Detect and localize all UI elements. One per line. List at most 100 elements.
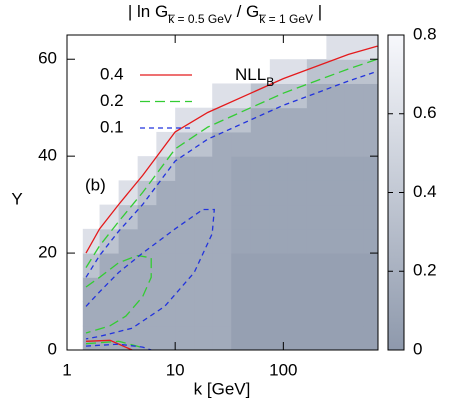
annotation: NLLB xyxy=(235,65,274,89)
heatmap-cell xyxy=(287,277,308,303)
heatmap-cell xyxy=(344,59,364,84)
heatmap-cell xyxy=(269,325,289,350)
heatmap-cell xyxy=(194,204,213,230)
heatmap-cell xyxy=(175,107,195,133)
x-axis-label: k [GeV] xyxy=(194,379,251,398)
heatmap-cell xyxy=(250,180,271,206)
heatmap-cell xyxy=(344,180,364,206)
heatmap-cell xyxy=(231,325,252,350)
heatmap-cell xyxy=(137,228,157,254)
heatmap-cell xyxy=(231,107,252,133)
heatmap-cell xyxy=(118,204,139,230)
heatmap-cell xyxy=(344,325,364,350)
heatmap-cell xyxy=(363,59,378,84)
heatmap-cell xyxy=(363,83,378,109)
heatmap-cell xyxy=(306,277,327,303)
heatmap-cell xyxy=(231,253,252,278)
heatmap-cell xyxy=(363,107,378,133)
heatmap-cell xyxy=(231,277,252,303)
colorbar-tick-label: 0.8 xyxy=(413,24,437,43)
heatmap-cell xyxy=(250,83,271,109)
plot-frame xyxy=(66,34,379,351)
legend-label: 0.4 xyxy=(100,64,124,83)
heatmap-cell xyxy=(344,131,364,157)
heatmap-cell xyxy=(250,131,271,157)
heatmap-cell xyxy=(363,325,378,350)
heatmap-cell xyxy=(212,301,232,327)
heatmap-cell xyxy=(363,204,378,230)
heatmap-cell xyxy=(212,131,232,157)
heatmap-cell xyxy=(175,131,195,157)
heatmap-cell xyxy=(156,204,176,230)
y-tick-label: 20 xyxy=(38,243,57,262)
heatmap-cell xyxy=(344,228,364,254)
heatmap-cell xyxy=(287,204,308,230)
heatmap-cell xyxy=(363,301,378,327)
heatmap-cell xyxy=(99,301,120,327)
heatmap-cell xyxy=(212,83,232,109)
heatmap-cell xyxy=(306,204,327,230)
heatmap-cell xyxy=(287,301,308,327)
heatmap-cell xyxy=(99,277,120,303)
heatmap-cell xyxy=(194,180,213,206)
heatmap-cell xyxy=(287,59,308,84)
heatmap-cell xyxy=(269,180,289,206)
heatmap-cell xyxy=(363,180,378,206)
heatmap-cell xyxy=(194,277,213,303)
heatmap-cell xyxy=(326,59,346,84)
heatmap-cell xyxy=(231,131,252,157)
heatmap-cell xyxy=(212,228,232,254)
heatmap-cell xyxy=(99,253,120,278)
x-tick-label: 10 xyxy=(166,360,185,379)
heatmap-cell xyxy=(156,325,176,350)
heatmap-cell xyxy=(212,204,232,230)
heatmap-cell xyxy=(156,277,176,303)
heatmap-cell xyxy=(175,156,195,181)
heatmap-cell xyxy=(306,156,327,181)
heatmap-cell xyxy=(231,228,252,254)
heatmap-cell xyxy=(156,228,176,254)
contour-line xyxy=(85,45,378,350)
heatmap-cell xyxy=(326,325,346,350)
heatmap-cell xyxy=(326,107,346,133)
heatmap-cell xyxy=(231,204,252,230)
heatmap-cell xyxy=(287,253,308,278)
heatmap-cell xyxy=(175,204,195,230)
colorbar-tick-label: 0 xyxy=(413,339,422,358)
heatmap-cell xyxy=(137,301,157,327)
heatmap-cell xyxy=(175,253,195,278)
x-tick-label: 1 xyxy=(62,360,71,379)
heatmap-cell xyxy=(99,228,120,254)
heatmap-cell xyxy=(156,253,176,278)
heatmap-cell xyxy=(212,325,232,350)
heatmap-cell xyxy=(250,253,271,278)
heatmap-cell xyxy=(287,107,308,133)
heatmap-cell xyxy=(269,301,289,327)
heatmap-cell xyxy=(82,253,101,278)
heatmap-cell xyxy=(326,83,346,109)
heatmap-cell xyxy=(287,131,308,157)
heatmap-cell xyxy=(231,156,252,181)
heatmap-cell xyxy=(137,253,157,278)
heatmap-cell xyxy=(156,301,176,327)
heatmap-cell xyxy=(326,277,346,303)
heatmap-cell xyxy=(118,277,139,303)
heatmap-cell xyxy=(137,277,157,303)
heatmap-cell xyxy=(344,301,364,327)
heatmap-cell xyxy=(269,204,289,230)
heatmap-cell xyxy=(326,35,346,60)
heatmap-cell xyxy=(231,301,252,327)
heatmap-cell xyxy=(287,228,308,254)
heatmap-cell xyxy=(344,204,364,230)
heatmap-cell xyxy=(306,253,327,278)
panel-label: (b) xyxy=(85,175,106,194)
heatmap-cell xyxy=(344,83,364,109)
heatmap-cell xyxy=(137,180,157,206)
heatmap-cell xyxy=(175,325,195,350)
heatmap-cell xyxy=(306,131,327,157)
heatmap-cell xyxy=(269,107,289,133)
heatmap-cell xyxy=(306,107,327,133)
heatmap-cell xyxy=(344,35,364,60)
heatmap-cell xyxy=(250,325,271,350)
heatmap-cell xyxy=(269,228,289,254)
